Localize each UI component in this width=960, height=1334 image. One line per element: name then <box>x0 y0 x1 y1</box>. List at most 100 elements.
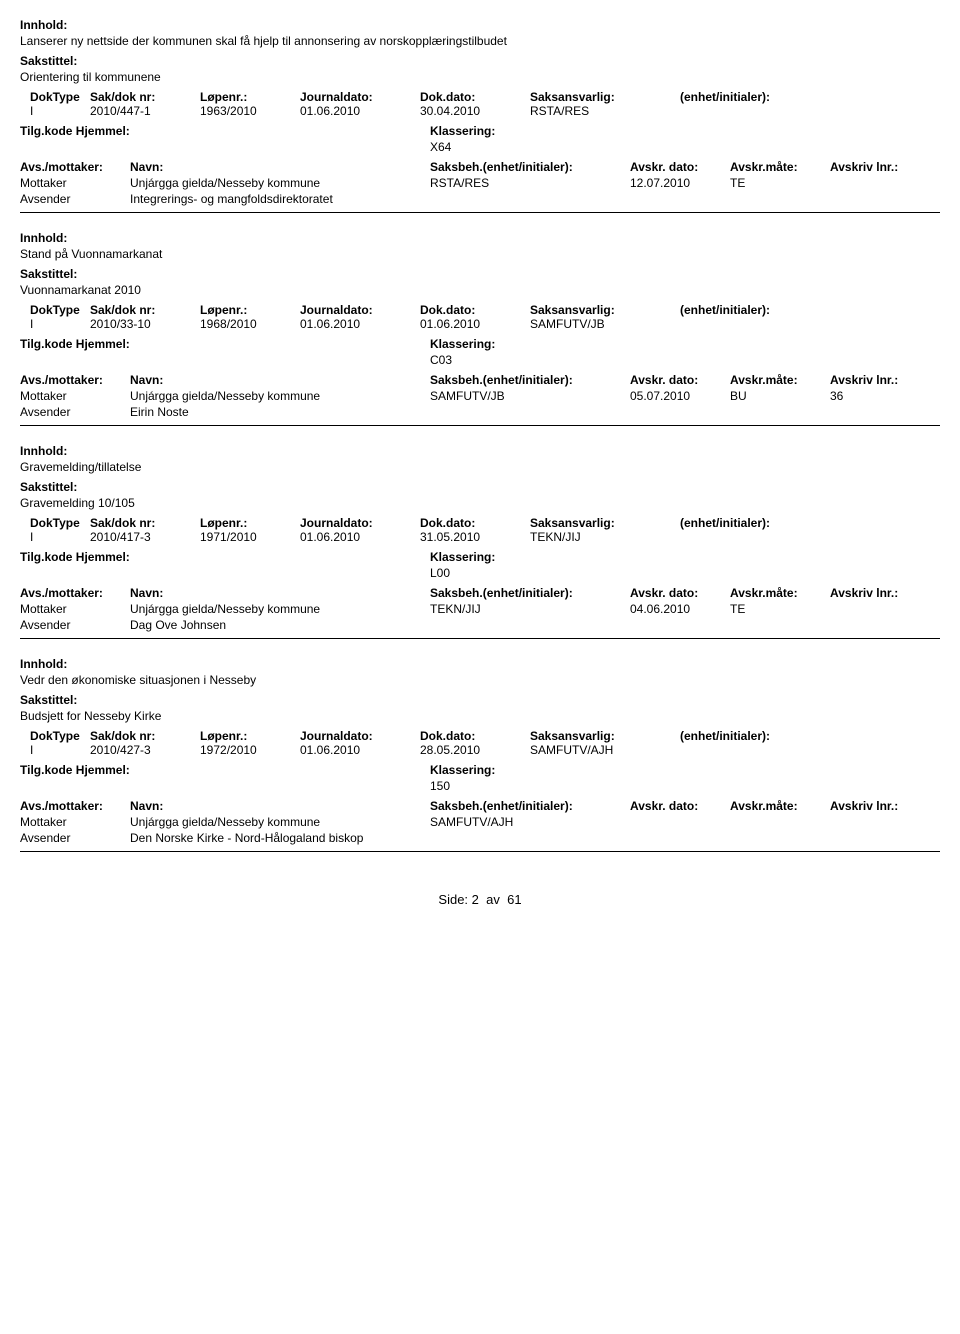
party-row: Mottaker Unjárgga gielda/Nesseby kommune… <box>20 602 940 616</box>
doc-value-row: I 2010/417-3 1971/2010 01.06.2010 31.05.… <box>20 530 940 544</box>
sakstittel-label: Sakstittel: <box>20 480 940 494</box>
innhold-text: Stand på Vuonnamarkanat <box>20 247 940 261</box>
hdr-journaldato: Journaldato: <box>300 729 420 743</box>
tilg-row: Tilg.kode Hjemmel: Klassering: <box>20 337 940 351</box>
klassering-label: Klassering: <box>430 763 940 777</box>
hdr-avskr-dato: Avskr. dato: <box>630 799 730 813</box>
hdr-avskriv-lnr: Avskriv lnr.: <box>830 799 940 813</box>
party-avdato: 12.07.2010 <box>630 176 730 190</box>
doc-value-row: I 2010/447-1 1963/2010 01.06.2010 30.04.… <box>20 104 940 118</box>
hdr-enhet: (enhet/initialer): <box>680 729 940 743</box>
sakstittel-label: Sakstittel: <box>20 54 940 68</box>
sakstittel-label: Sakstittel: <box>20 693 940 707</box>
party-role: Mottaker <box>20 176 130 190</box>
innhold-label: Innhold: <box>20 657 940 671</box>
sakstittel-text: Orientering til kommunene <box>20 70 940 84</box>
hdr-sakdoknr: Sak/dok nr: <box>90 516 200 530</box>
party-saksbeh: SAMFUTV/AJH <box>430 815 630 829</box>
val-dokdato: 30.04.2010 <box>420 104 530 118</box>
party-name: Unjárgga gielda/Nesseby kommune <box>130 602 430 616</box>
val-journaldato: 01.06.2010 <box>300 743 420 757</box>
val-sakdoknr: 2010/427-3 <box>90 743 200 757</box>
hdr-sakdoknr: Sak/dok nr: <box>90 729 200 743</box>
hdr-saksansvarlig: Saksansvarlig: <box>530 516 680 530</box>
tilg-row: Tilg.kode Hjemmel: Klassering: <box>20 550 940 564</box>
party-avmate: TE <box>730 602 830 616</box>
hdr-lopenr: Løpenr.: <box>200 90 300 104</box>
hdr-doktype: DokType <box>20 516 90 530</box>
party-name: Den Norske Kirke - Nord-Hålogaland bisko… <box>130 831 430 845</box>
innhold-label: Innhold: <box>20 444 940 458</box>
party-role: Mottaker <box>20 602 130 616</box>
sakstittel-text: Budsjett for Nesseby Kirke <box>20 709 940 723</box>
party-role: Avsender <box>20 192 130 206</box>
footer-side-label: Side: <box>438 892 468 907</box>
innhold-label: Innhold: <box>20 18 940 32</box>
innhold-label: Innhold: <box>20 231 940 245</box>
party-name: Dag Ove Johnsen <box>130 618 430 632</box>
party-row: Mottaker Unjárgga gielda/Nesseby kommune… <box>20 815 940 829</box>
val-journaldato: 01.06.2010 <box>300 104 420 118</box>
hdr-saksansvarlig: Saksansvarlig: <box>530 303 680 317</box>
party-role: Avsender <box>20 405 130 419</box>
hdr-enhet: (enhet/initialer): <box>680 90 940 104</box>
tilgkode-hjemmel-label: Tilg.kode Hjemmel: <box>20 124 430 138</box>
val-doktype: I <box>20 530 90 544</box>
val-saksansvarlig: TEKN/JIJ <box>530 530 680 544</box>
hdr-journaldato: Journaldato: <box>300 303 420 317</box>
hdr-dokdato: Dok.dato: <box>420 729 530 743</box>
klassering-value: X64 <box>20 140 940 154</box>
doc-value-row: I 2010/33-10 1968/2010 01.06.2010 01.06.… <box>20 317 940 331</box>
hdr-saksbeh: Saksbeh.(enhet/initialer): <box>430 373 630 387</box>
party-name: Unjárgga gielda/Nesseby kommune <box>130 815 430 829</box>
val-doktype: I <box>20 317 90 331</box>
innhold-text: Lanserer ny nettside der kommunen skal f… <box>20 34 940 48</box>
hdr-saksbeh: Saksbeh.(enhet/initialer): <box>430 586 630 600</box>
doc-header-row: DokType Sak/dok nr: Løpenr.: Journaldato… <box>20 729 940 743</box>
hdr-avskr-mate: Avskr.måte: <box>730 799 830 813</box>
hdr-navn: Navn: <box>130 160 430 174</box>
hdr-dokdato: Dok.dato: <box>420 516 530 530</box>
hdr-avsmottaker: Avs./mottaker: <box>20 160 130 174</box>
val-journaldato: 01.06.2010 <box>300 317 420 331</box>
val-sakdoknr: 2010/33-10 <box>90 317 200 331</box>
hdr-avskr-dato: Avskr. dato: <box>630 160 730 174</box>
tilgkode-hjemmel-label: Tilg.kode Hjemmel: <box>20 337 430 351</box>
hdr-avsmottaker: Avs./mottaker: <box>20 586 130 600</box>
hdr-avskriv-lnr: Avskriv lnr.: <box>830 586 940 600</box>
hdr-avskr-dato: Avskr. dato: <box>630 373 730 387</box>
val-sakdoknr: 2010/417-3 <box>90 530 200 544</box>
hdr-journaldato: Journaldato: <box>300 90 420 104</box>
val-doktype: I <box>20 743 90 757</box>
hdr-enhet: (enhet/initialer): <box>680 516 940 530</box>
val-lopenr: 1972/2010 <box>200 743 300 757</box>
hdr-avsmottaker: Avs./mottaker: <box>20 799 130 813</box>
party-avmate: TE <box>730 176 830 190</box>
journal-record: Innhold:Vedr den økonomiske situasjonen … <box>20 657 940 862</box>
party-name: Eirin Noste <box>130 405 430 419</box>
klassering-label: Klassering: <box>430 550 940 564</box>
hdr-dokdato: Dok.dato: <box>420 90 530 104</box>
hdr-saksbeh: Saksbeh.(enhet/initialer): <box>430 799 630 813</box>
avs-header-row: Avs./mottaker: Navn: Saksbeh.(enhet/init… <box>20 586 940 600</box>
page-footer: Side: 2 av 61 <box>20 892 940 907</box>
klassering-label: Klassering: <box>430 124 940 138</box>
val-saksansvarlig: SAMFUTV/JB <box>530 317 680 331</box>
party-role: Mottaker <box>20 815 130 829</box>
hdr-doktype: DokType <box>20 729 90 743</box>
hdr-saksansvarlig: Saksansvarlig: <box>530 729 680 743</box>
record-divider <box>20 425 940 426</box>
doc-value-row: I 2010/427-3 1972/2010 01.06.2010 28.05.… <box>20 743 940 757</box>
hdr-navn: Navn: <box>130 373 430 387</box>
hdr-avskriv-lnr: Avskriv lnr.: <box>830 373 940 387</box>
val-lopenr: 1971/2010 <box>200 530 300 544</box>
party-role: Mottaker <box>20 389 130 403</box>
hdr-avskr-mate: Avskr.måte: <box>730 586 830 600</box>
tilg-row: Tilg.kode Hjemmel: Klassering: <box>20 763 940 777</box>
party-row: Avsender Integrerings- og mangfoldsdirek… <box>20 192 940 206</box>
party-avdato: 04.06.2010 <box>630 602 730 616</box>
tilgkode-hjemmel-label: Tilg.kode Hjemmel: <box>20 763 430 777</box>
val-lopenr: 1963/2010 <box>200 104 300 118</box>
avs-header-row: Avs./mottaker: Navn: Saksbeh.(enhet/init… <box>20 799 940 813</box>
party-saksbeh: TEKN/JIJ <box>430 602 630 616</box>
